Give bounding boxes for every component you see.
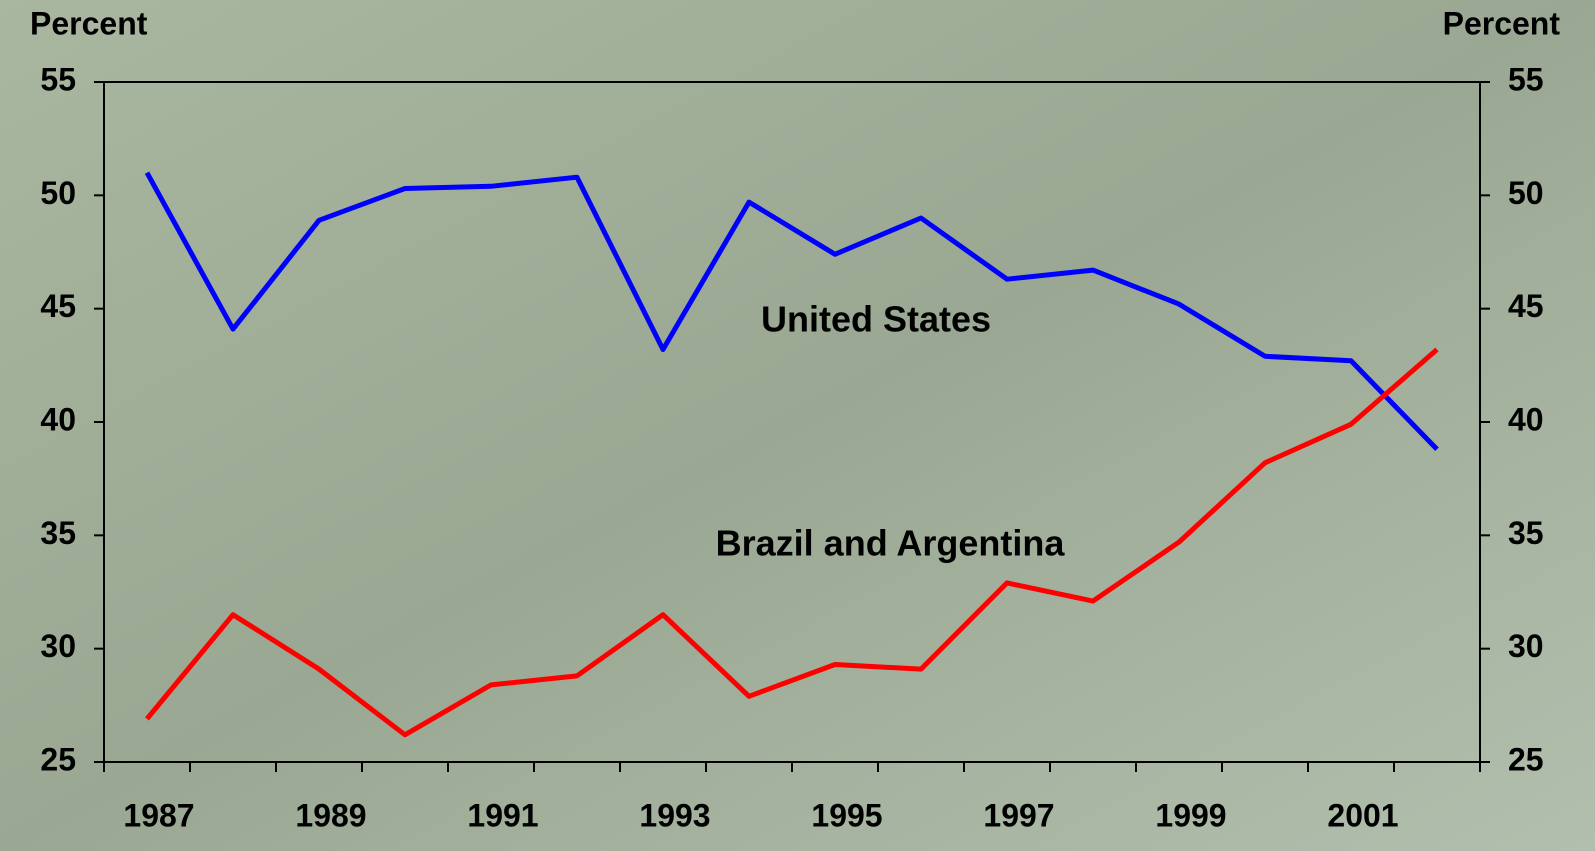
series-line [144, 171, 1439, 451]
y-tick-label: 40 [40, 401, 76, 437]
y-tick-label: 50 [40, 175, 76, 211]
series-label: Brazil and Argentina [716, 523, 1066, 564]
y2-tick-label: 55 [1508, 61, 1544, 97]
x-tick-label: 1995 [811, 797, 882, 833]
x-tick-label: 2001 [1327, 797, 1398, 833]
y-tick-label: 35 [40, 515, 76, 551]
y-tick-label: 55 [40, 61, 76, 97]
x-tick-label: 1993 [639, 797, 710, 833]
y2-tick-label: 35 [1508, 515, 1544, 551]
x-tick-label: 1991 [467, 797, 538, 833]
y2-tick-label: 40 [1508, 401, 1544, 437]
series-line [145, 347, 1439, 738]
y-axis-label: Percent [30, 5, 148, 41]
y-tick-label: 45 [40, 288, 76, 324]
x-tick-label: 1987 [123, 797, 194, 833]
y2-tick-label: 30 [1508, 628, 1544, 664]
x-tick-label: 1989 [295, 797, 366, 833]
y-tick-label: 30 [40, 628, 76, 664]
y2-tick-label: 50 [1508, 175, 1544, 211]
y2-tick-label: 25 [1508, 741, 1544, 777]
x-tick-label: 1999 [1155, 797, 1226, 833]
y2-axis-label: Percent [1443, 5, 1561, 41]
x-tick-label: 1997 [983, 797, 1054, 833]
y2-tick-label: 45 [1508, 288, 1544, 324]
y-tick-label: 25 [40, 741, 76, 777]
series-label: United States [761, 299, 991, 340]
